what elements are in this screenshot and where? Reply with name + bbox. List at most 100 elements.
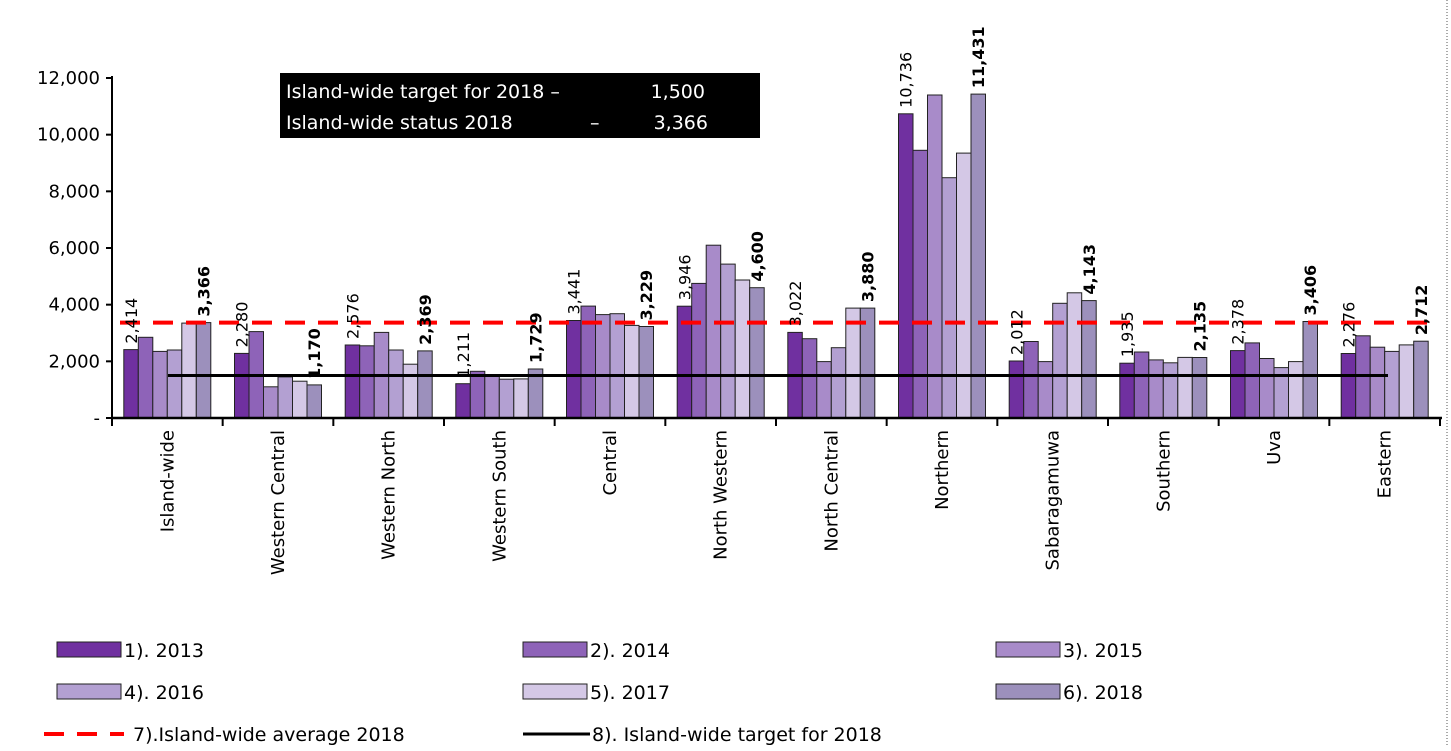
bar-4-12 [1384, 350, 1400, 419]
bar-2-3 [359, 345, 375, 419]
bar-3-11 [1259, 358, 1275, 419]
data-label-2013-6: 3,946 [675, 254, 694, 300]
data-label-2018-10: 2,135 [1191, 301, 1210, 352]
legend-label-5: 5). 2017 [590, 682, 670, 704]
category-label-12: Eastern [1375, 430, 1396, 498]
category-label-2: Western Central [268, 430, 289, 575]
bar-4-10 [1162, 362, 1179, 419]
bar-5-1 [181, 322, 197, 419]
legend-label-1: 1). 2013 [124, 640, 204, 662]
bar-5-4 [513, 378, 529, 419]
category-label-8: Northern [932, 430, 953, 510]
bar-5-5 [624, 324, 640, 419]
bar-3-9 [1037, 361, 1054, 419]
data-label-2013-4: 1,211 [454, 332, 473, 378]
bar-1-8 [898, 113, 914, 419]
bar-1-1 [123, 349, 139, 419]
bar-5-9 [1066, 292, 1083, 419]
legend-swatch-2 [522, 641, 588, 658]
category-label-9: Sabaragamuwa [1043, 430, 1064, 571]
bar-6-11 [1302, 321, 1318, 419]
bar-2-10 [1133, 351, 1150, 419]
bar-3-6 [705, 244, 722, 419]
data-label-2013-10: 1,935 [1118, 311, 1137, 357]
category-label-4: Western South [489, 430, 510, 562]
bar-4-9 [1052, 302, 1068, 419]
bar-6-10 [1191, 357, 1208, 419]
bar-1-4 [455, 383, 471, 419]
y-tick-label-2: 4,000 [48, 295, 100, 316]
bar-4-3 [388, 349, 404, 419]
data-label-2013-7: 3,022 [786, 281, 805, 327]
legend-label-6: 6). 2018 [1063, 682, 1143, 704]
info-box-status-label: Island-wide status 2018 [286, 112, 513, 134]
legend-swatch-3 [995, 641, 1061, 658]
bar-6-6 [749, 287, 765, 419]
category-label-6: North Western [711, 430, 732, 560]
y-tick-label-4: 8,000 [48, 181, 100, 202]
category-label-1: Island-wide [157, 430, 178, 532]
data-label-2018-2: 1,170 [305, 328, 324, 379]
legend-label-average: 7).Island-wide average 2018 [133, 724, 405, 746]
bar-3-1 [152, 350, 168, 419]
data-label-2018-11: 3,406 [1301, 265, 1320, 316]
bar-6-5 [638, 326, 654, 419]
data-label-2018-8: 11,431 [969, 26, 988, 88]
bar-1-3 [344, 344, 361, 419]
bar-1-9 [1008, 360, 1025, 419]
bar-3-4 [484, 375, 500, 419]
bar-1-10 [1119, 362, 1135, 419]
data-label-2018-7: 3,880 [859, 251, 878, 302]
bar-5-6 [734, 279, 751, 419]
data-label-2013-11: 2,378 [1229, 299, 1248, 345]
data-label-2013-8: 10,736 [897, 52, 916, 108]
bar-6-8 [970, 93, 986, 419]
bar-5-8 [956, 152, 972, 419]
bar-3-5 [595, 314, 611, 419]
data-label-2013-9: 2,012 [1007, 309, 1026, 355]
data-label-2018-4: 1,729 [527, 312, 546, 363]
bar-2-1 [137, 336, 154, 419]
bar-1-2 [234, 352, 250, 419]
bar-2-6 [691, 282, 707, 419]
bar-6-3 [417, 350, 433, 419]
y-tick-label-0: - [94, 408, 101, 429]
category-label-7: North Central [821, 430, 842, 552]
legend-swatch-4 [56, 683, 122, 700]
category-label-5: Central [600, 430, 621, 496]
bar-4-6 [720, 263, 736, 419]
legend-label-target: 8). Island-wide target for 2018 [592, 724, 882, 746]
bar-6-9 [1081, 300, 1097, 419]
category-label-10: Southern [1153, 430, 1174, 512]
legend-label-2: 2). 2014 [590, 640, 670, 662]
data-label-2013-2: 2,280 [233, 302, 252, 348]
data-label-2013-1: 2,414 [122, 298, 141, 344]
data-label-2018-9: 4,143 [1080, 244, 1099, 295]
bar-6-2 [306, 384, 322, 419]
bar-2-11 [1244, 342, 1260, 419]
legend-swatch-1 [56, 641, 122, 658]
bar-5-11 [1288, 361, 1304, 419]
bar-4-7 [830, 347, 847, 419]
data-label-2018-5: 3,229 [637, 270, 656, 321]
bar-6-1 [195, 322, 212, 419]
category-label-3: Western North [379, 430, 400, 560]
info-box [280, 73, 760, 138]
info-box-target-label: Island-wide target for 2018 – [286, 81, 560, 103]
legend-label-3: 3). 2015 [1063, 640, 1143, 662]
y-tick-label-5: 10,000 [37, 125, 100, 146]
bar-3-10 [1148, 359, 1164, 419]
info-box-status-value: 3,366 [654, 112, 708, 134]
bar-5-10 [1177, 356, 1193, 419]
bar-4-4 [498, 378, 515, 419]
info-box-status-dash: – [590, 112, 600, 134]
data-label-2013-5: 3,441 [565, 269, 584, 315]
bar-2-8 [912, 149, 928, 419]
bar-4-1 [166, 349, 183, 419]
data-label-2013-3: 2,576 [343, 293, 362, 339]
bar-5-12 [1398, 344, 1415, 419]
y-tick-label-6: 12,000 [37, 68, 100, 89]
bar-1-12 [1340, 353, 1357, 419]
